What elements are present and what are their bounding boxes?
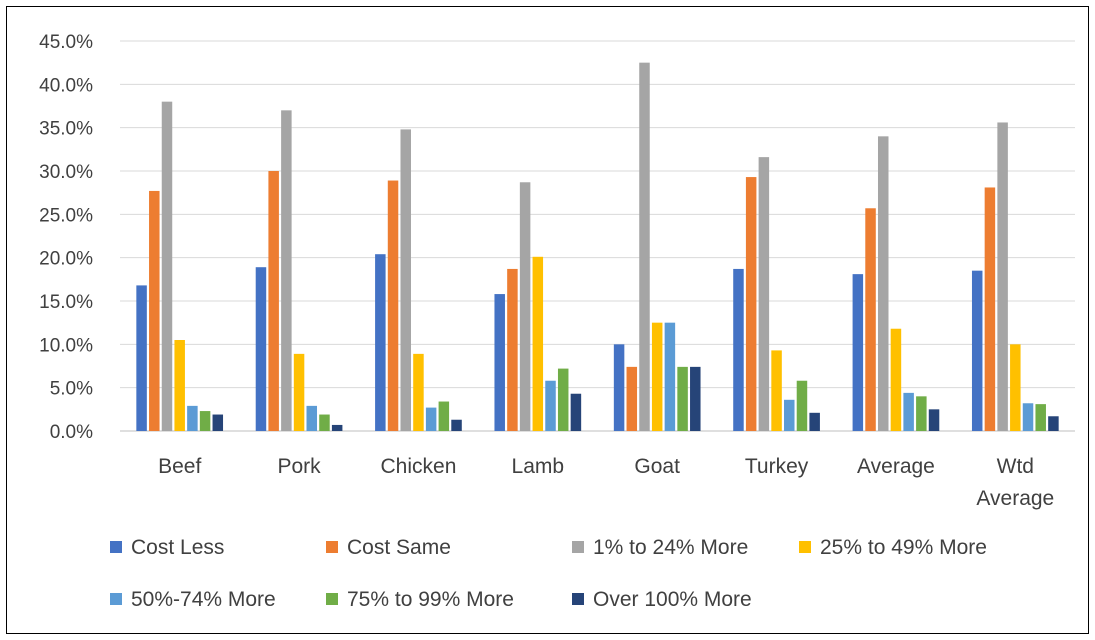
bar [400, 129, 411, 431]
bar [425, 407, 437, 431]
bar [174, 340, 185, 431]
bar [451, 419, 462, 431]
bar [916, 396, 927, 431]
x-tick-label: Average [857, 455, 935, 478]
y-tick-label: 10.0% [39, 335, 93, 356]
bar [1048, 416, 1059, 431]
legend-label: 1% to 24% More [593, 536, 748, 559]
bar [331, 424, 343, 431]
x-tick-label: Pork [277, 455, 321, 478]
x-axis-tick-labels: Beef Pork Chicken Lamb Goat Turkey Average Wtd A… [158, 455, 1054, 510]
bar [570, 393, 582, 431]
legend-swatch [572, 541, 584, 553]
bar [651, 322, 663, 431]
bar [758, 157, 770, 431]
bar [626, 366, 638, 431]
legend: Cost Less Cost Same 1% to 24% More 25% to 4… [110, 536, 987, 611]
y-tick-label: 45.0% [39, 32, 93, 53]
bar [865, 208, 876, 431]
legend-label: 25% to 49% More [820, 536, 987, 559]
bar-chart: 0.0% 5.0% 10.0% 15.0% 20.0% 25.0% 30.0% 35.0% 40… [39, 32, 1075, 611]
bar [161, 101, 173, 432]
bar [557, 368, 569, 431]
bar [877, 136, 889, 432]
bar [438, 401, 450, 431]
y-tick-label: 35.0% [39, 119, 93, 140]
y-tick-label: 5.0% [50, 379, 93, 400]
legend-swatch [110, 593, 122, 605]
bar [187, 405, 198, 431]
bar [519, 182, 531, 431]
bar [690, 366, 701, 431]
legend-swatch [110, 541, 122, 553]
legend-label: 50%-74% More [131, 588, 276, 611]
bar [255, 267, 267, 431]
bar [387, 180, 399, 431]
bar [771, 350, 782, 431]
x-tick-label: Wtd [997, 455, 1034, 478]
bar [1022, 403, 1034, 431]
bar [532, 256, 544, 431]
bar [784, 399, 795, 431]
bar [971, 270, 983, 431]
y-tick-label: 20.0% [39, 249, 93, 270]
bar [1010, 344, 1021, 431]
y-tick-label: 30.0% [39, 162, 93, 183]
bar [664, 322, 676, 431]
bar [733, 268, 744, 431]
legend-label: Cost Same [347, 536, 451, 559]
bar [997, 122, 1008, 431]
bar [545, 380, 556, 431]
bar [212, 414, 224, 431]
bar [613, 344, 625, 431]
y-tick-label: 15.0% [39, 292, 93, 313]
y-tick-label: 40.0% [39, 75, 93, 96]
bar [268, 171, 279, 431]
y-tick-label: 0.0% [50, 422, 93, 443]
gridlines [120, 40, 1075, 432]
bar [149, 190, 160, 431]
bar [639, 62, 650, 432]
bar [677, 366, 688, 431]
bar [745, 177, 757, 431]
legend-label: Over 100% More [593, 588, 752, 611]
chart-frame: 0.0% 5.0% 10.0% 15.0% 20.0% 25.0% 30.0% 35.0% 40… [6, 6, 1089, 634]
bars [136, 62, 1059, 432]
legend-swatch [326, 593, 338, 605]
bar [507, 268, 518, 431]
bar [319, 414, 330, 431]
bar [984, 187, 996, 431]
legend-swatch [326, 541, 338, 553]
legend-swatch [799, 541, 811, 553]
x-tick-label: Lamb [512, 455, 565, 478]
bar [199, 411, 211, 431]
x-tick-label: Turkey [745, 455, 809, 478]
bar [809, 412, 820, 431]
legend-label: Cost Less [131, 536, 224, 559]
bar [890, 328, 902, 431]
bar [852, 274, 864, 431]
legend-label: 75% to 99% More [347, 588, 514, 611]
y-tick-label: 25.0% [39, 205, 93, 226]
bar [1035, 404, 1046, 431]
x-tick-label: Average [976, 487, 1054, 510]
bar [306, 405, 318, 431]
x-tick-label: Goat [634, 455, 680, 478]
x-tick-label: Chicken [381, 455, 457, 478]
y-axis-tick-labels: 0.0% 5.0% 10.0% 15.0% 20.0% 25.0% 30.0% 35.0% 40… [39, 32, 93, 443]
bar [796, 380, 808, 431]
bar [136, 285, 147, 431]
bar [281, 110, 292, 431]
bar [494, 294, 505, 431]
bar [293, 353, 305, 431]
bar [413, 353, 424, 431]
bar [928, 409, 940, 431]
legend-swatch [572, 593, 584, 605]
bar [375, 254, 386, 431]
bar [903, 392, 914, 431]
x-tick-label: Beef [158, 455, 201, 478]
